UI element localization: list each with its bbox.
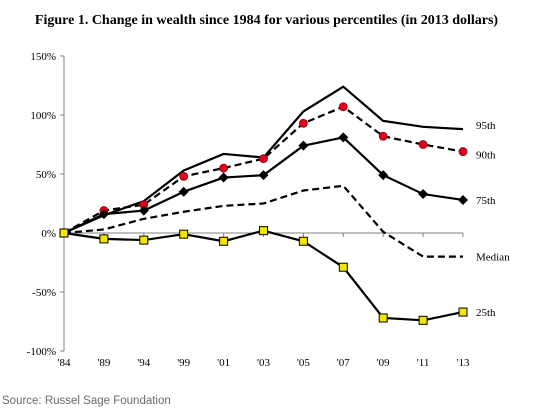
data-point-25th [179,229,189,239]
x-tick-label: '13 [457,357,470,369]
data-point-25th [458,307,468,317]
series-label-75th: 75th [476,195,496,207]
data-point-25th [139,235,149,245]
x-tick-label: '89 [97,357,110,369]
data-point-25th [99,234,109,244]
data-point-75th [338,132,349,143]
series-label-90th: 90th [476,150,496,162]
series-label-95th: 95th [476,120,496,132]
x-tick-label: '11 [417,357,430,369]
y-tick-label: 150% [30,51,56,63]
series-label-median: Median [476,252,510,264]
data-point-90th [298,118,308,128]
x-tick-label: '84 [58,357,71,369]
data-point-90th [378,131,388,141]
y-tick-label: -50% [32,287,56,299]
x-tick-label: '94 [137,357,150,369]
data-point-25th [418,315,428,325]
y-tick-label: -100% [27,346,56,358]
x-tick-label: '07 [337,357,350,369]
source-caption: Source: Russel Sage Foundation [2,395,171,407]
series-line-90th [63,105,464,234]
data-point-90th [418,140,428,149]
data-point-25th [59,228,69,238]
series-line-75th [63,136,464,234]
data-point-90th [458,147,468,156]
data-point-75th [218,172,229,183]
data-point-90th [179,171,189,181]
data-point-75th [458,194,468,205]
data-point-75th [98,209,109,220]
x-tick-label: '05 [297,357,310,369]
series-label-25th: 25th [476,307,496,319]
data-point-90th [259,154,268,164]
data-point-75th [418,189,429,200]
x-tick-label: '99 [177,357,190,369]
data-point-90th [219,163,229,173]
series-line-median [63,184,463,258]
chart-title: Figure 1. Change in wealth since 1984 fo… [34,13,499,28]
x-tick-label: '01 [217,357,230,369]
data-point-25th [219,236,229,246]
y-tick-label: 50% [36,169,56,181]
data-point-25th [338,262,348,272]
data-point-75th [298,140,309,151]
data-point-25th [298,236,308,246]
y-tick-label: 0% [41,228,56,240]
data-point-75th [138,205,149,216]
data-point-25th [378,313,388,323]
x-tick-label: '03 [257,357,270,369]
data-point-75th [378,170,389,181]
data-point-90th [338,102,348,112]
y-tick-label: 100% [30,110,56,122]
data-point-75th [178,186,189,197]
x-tick-label: '09 [377,357,390,369]
data-point-75th [258,170,269,181]
data-point-25th [259,226,268,236]
